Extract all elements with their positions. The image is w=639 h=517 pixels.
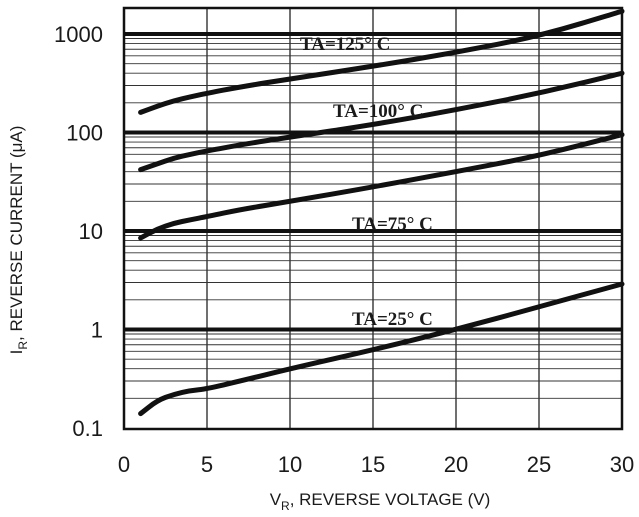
series-label-3: TA=25° C [352, 309, 433, 330]
series-line-3 [138, 281, 625, 417]
x-tick-label: 0 [118, 452, 130, 477]
y-tick-label: 0.1 [72, 416, 103, 441]
series-label-0: TA=125° C [300, 34, 390, 55]
series-label-1: TA=100° C [333, 101, 423, 122]
x-tick-label: 30 [610, 452, 634, 477]
y-tick-label: 100 [66, 121, 103, 146]
x-axis-title: VR, REVERSE VOLTAGE (V) [270, 490, 491, 513]
y-axis-title-sub: R [16, 341, 30, 350]
series-line-2 [138, 132, 625, 241]
x-axis-title-main: V [270, 490, 282, 509]
x-tick-label: 20 [444, 452, 468, 477]
y-tick-label: 1 [91, 318, 103, 343]
series-label-layer: TA=125° C TA=100° C TA=75° C TA=25° C [300, 34, 433, 330]
series-layer [138, 8, 625, 417]
y-tick-label: 10 [79, 219, 103, 244]
x-tick-label: 25 [527, 452, 551, 477]
y-axis-title-rest: , REVERSE CURRENT (μA) [7, 126, 26, 341]
series-line-1 [138, 70, 625, 173]
plot-frame [122, 6, 624, 431]
x-axis-title-sub: R [281, 499, 290, 513]
x-tick-label: 5 [201, 452, 213, 477]
series-label-2: TA=75° C [352, 214, 433, 235]
y-tick-label: 1000 [54, 22, 103, 47]
y-axis-title: IR, REVERSE CURRENT (μA) [7, 126, 30, 355]
x-axis-title-rest: , REVERSE VOLTAGE (V) [290, 490, 491, 509]
x-tick-label: 15 [361, 452, 385, 477]
tick-layer: 0 5 10 15 20 25 30 0.1 1 10 100 1000 [54, 22, 634, 477]
x-tick-label: 10 [278, 452, 302, 477]
y-axis-title-main: I [7, 350, 26, 355]
series-line-0 [138, 8, 625, 115]
